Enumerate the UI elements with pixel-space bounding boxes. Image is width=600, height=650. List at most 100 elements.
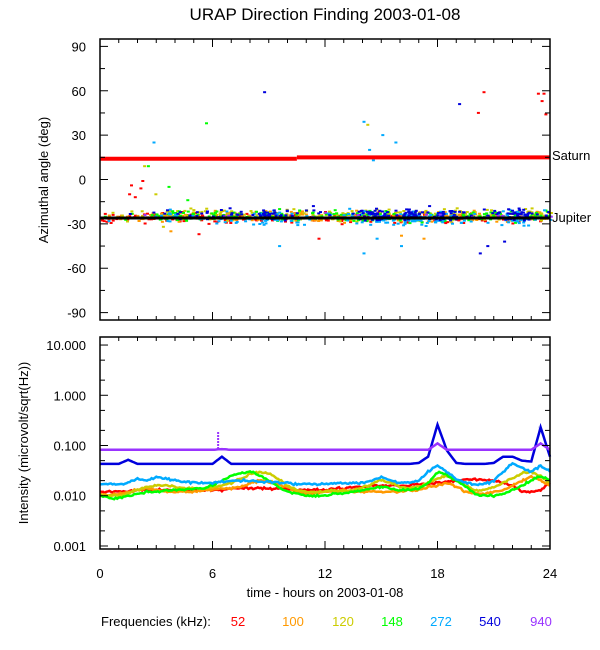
azimuth-point	[274, 214, 278, 217]
azimuth-point	[473, 213, 477, 215]
azimuth-point	[311, 212, 314, 215]
azimuth-ticks: 90 60 30 0 -30 -60 -90	[67, 39, 551, 321]
azimuth-point	[509, 212, 513, 215]
azimuth-point	[285, 210, 289, 213]
azimuth-point	[403, 219, 407, 222]
azimuth-point	[494, 211, 497, 214]
log-tick-label: 1.000	[53, 388, 86, 403]
azimuth-point	[527, 224, 531, 227]
azimuth-point	[278, 214, 282, 217]
azimuth-point	[462, 211, 466, 214]
x-axis-label: time - hours on 2003-01-08	[247, 585, 404, 600]
azimuth-point	[182, 211, 185, 214]
azimuth-point	[400, 220, 404, 223]
azimuth-point	[303, 223, 306, 226]
azimuth-point	[124, 218, 128, 221]
azimuth-point	[485, 212, 489, 215]
azimuth-point	[263, 215, 267, 218]
azimuth-point	[527, 218, 531, 221]
azimuth-point	[540, 219, 543, 222]
y-tick-label: 0	[79, 173, 86, 188]
azimuth-point	[511, 222, 515, 225]
azimuth-point	[467, 215, 471, 218]
azimuth-point	[515, 219, 519, 222]
azimuth-outlier	[137, 219, 141, 222]
azimuth-point	[427, 215, 431, 218]
azimuth-point	[378, 220, 381, 223]
azimuth-point	[524, 208, 528, 210]
azimuth-point	[324, 211, 328, 214]
azimuth-point	[405, 221, 409, 224]
azimuth-point	[130, 210, 134, 213]
azimuth-outlier	[381, 134, 385, 137]
azimuth-point	[363, 210, 366, 213]
azimuth-point	[130, 212, 134, 215]
y-tick-label: 30	[72, 128, 86, 143]
azimuth-point	[176, 210, 180, 213]
azimuth-point	[378, 213, 382, 216]
legend-entry-100: 100	[282, 614, 304, 629]
series-272-points	[107, 120, 552, 255]
azimuth-point	[355, 222, 359, 225]
azimuth-point	[252, 212, 256, 215]
azimuth-point	[146, 212, 149, 215]
azimuth-point	[374, 212, 378, 215]
azimuth-point	[516, 212, 520, 215]
azimuth-outlier	[152, 141, 156, 144]
azimuth-point	[160, 214, 163, 217]
azimuth-outlier	[362, 120, 366, 123]
azimuth-point	[495, 213, 499, 216]
azimuth-point	[403, 221, 407, 224]
azimuth-point	[365, 210, 369, 213]
azimuth-point	[514, 221, 517, 224]
intensity-line	[99, 461, 552, 487]
azimuth-point	[295, 221, 299, 224]
azimuth-point	[443, 214, 447, 217]
azimuth-point	[538, 212, 542, 215]
azimuth-point	[350, 215, 354, 218]
azimuth-point	[501, 214, 505, 217]
azimuth-point	[386, 221, 390, 224]
series-120-line	[99, 469, 551, 498]
azimuth-point	[378, 218, 382, 221]
azimuth-point	[469, 213, 473, 216]
azimuth-point	[225, 212, 229, 215]
azimuth-point	[182, 220, 186, 223]
azimuth-point	[218, 212, 222, 215]
azimuth-point	[109, 222, 113, 224]
azimuth-point	[455, 207, 459, 210]
azimuth-point	[305, 215, 309, 218]
azimuth-point	[533, 214, 537, 217]
azimuth-point	[375, 207, 378, 210]
azimuth-point	[483, 218, 487, 221]
azimuth-point	[196, 213, 200, 216]
azimuth-point	[298, 209, 302, 212]
azimuth-point	[370, 218, 374, 221]
azimuth-point	[292, 208, 296, 211]
azimuth-point	[223, 221, 227, 224]
azimuth-point	[203, 210, 207, 213]
azimuth-point	[313, 219, 317, 222]
azimuth-point	[516, 214, 520, 217]
azimuth-point	[384, 210, 388, 212]
intensity-line	[100, 441, 551, 452]
saturn-label: Saturn	[552, 148, 590, 163]
azimuth-outlier	[161, 225, 165, 228]
azimuth-point	[163, 212, 167, 215]
azimuth-point	[338, 220, 342, 223]
azimuth-point	[462, 222, 466, 224]
azimuth-point	[469, 214, 473, 217]
azimuth-point	[523, 213, 527, 216]
azimuth-point	[403, 222, 407, 225]
azimuth-point	[376, 213, 379, 216]
azimuth-point	[195, 215, 199, 217]
azimuth-point	[335, 212, 339, 215]
azimuth-point	[111, 219, 115, 222]
azimuth-point	[543, 209, 546, 212]
intensity-lines	[99, 420, 552, 501]
azimuth-point	[294, 219, 298, 222]
azimuth-point	[484, 220, 487, 223]
azimuth-point	[234, 218, 238, 221]
azimuth-point	[424, 225, 428, 227]
azimuth-point	[192, 211, 196, 214]
